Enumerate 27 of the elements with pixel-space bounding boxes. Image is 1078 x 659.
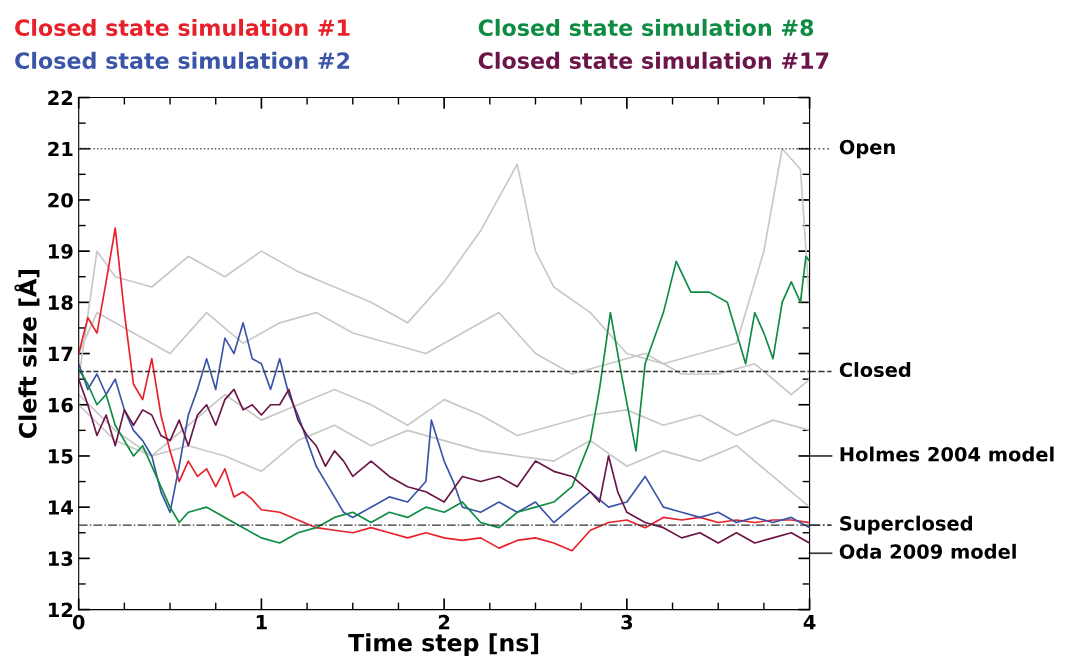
text: Closed state simulation #1 (15, 18, 350, 37)
y-tick-label: 22 (48, 90, 73, 105)
text: Closed state simulation #8 (478, 18, 814, 37)
y-axis-title: Cleft size [Å] (14, 269, 40, 438)
y-tick-label: 16 (48, 397, 73, 413)
text: Closed state simulation #17 (478, 51, 829, 70)
x-tick-label: 1 (256, 615, 267, 630)
ref-line-label: Closed (839, 362, 911, 378)
x-tick-label: 2 (438, 614, 450, 630)
y-tick-label: 12 (48, 602, 73, 617)
ref-line-label: Holmes 2004 model (840, 446, 1054, 462)
y-tick-label: 20 (48, 192, 73, 208)
y-tick-label: 14 (48, 500, 73, 515)
x-tick-label: 4 (803, 615, 816, 630)
ref-line-label: Open (839, 139, 895, 159)
text: Closed state simulation #2 (15, 51, 350, 70)
y-tick-label: 15 (48, 449, 73, 464)
y-tick-label: 17 (48, 346, 73, 361)
ref-line-label: Superclosed (840, 515, 972, 535)
x-tick-label: 0 (72, 614, 85, 630)
x-axis-title: Time step [ns] (348, 633, 539, 657)
y-tick-label: 18 (48, 295, 73, 311)
ref-line-label: Oda 2009 model (839, 543, 1016, 559)
y-tick-label: 19 (48, 244, 73, 259)
x-tick-label: 3 (621, 614, 633, 630)
y-tick-label: 13 (48, 551, 73, 567)
y-tick-label: 21 (48, 141, 73, 157)
